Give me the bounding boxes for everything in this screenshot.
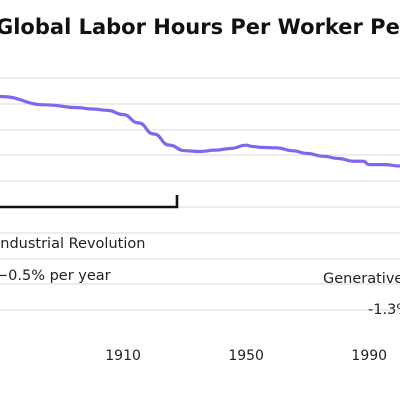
x-tick-label: 1910 bbox=[105, 348, 141, 364]
series-lines bbox=[0, 94, 400, 168]
generative-label: Generative bbox=[323, 271, 400, 287]
x-tick-label: 1990 bbox=[351, 348, 387, 364]
series-line bbox=[0, 94, 400, 168]
x-axis-ticks: 1910 1950 1990 bbox=[105, 348, 387, 364]
bracket-line bbox=[0, 195, 179, 209]
generative-rate: -1.3% bbox=[368, 302, 400, 318]
chart-title: Global Labor Hours Per Worker Per Day bbox=[0, 15, 400, 39]
industrial-revolution-label: Industrial Revolution bbox=[0, 236, 145, 252]
industrial-revolution-bracket bbox=[0, 195, 179, 209]
x-tick-label: 1950 bbox=[228, 348, 264, 364]
industrial-revolution-rate: −0.5% per year bbox=[0, 268, 111, 284]
